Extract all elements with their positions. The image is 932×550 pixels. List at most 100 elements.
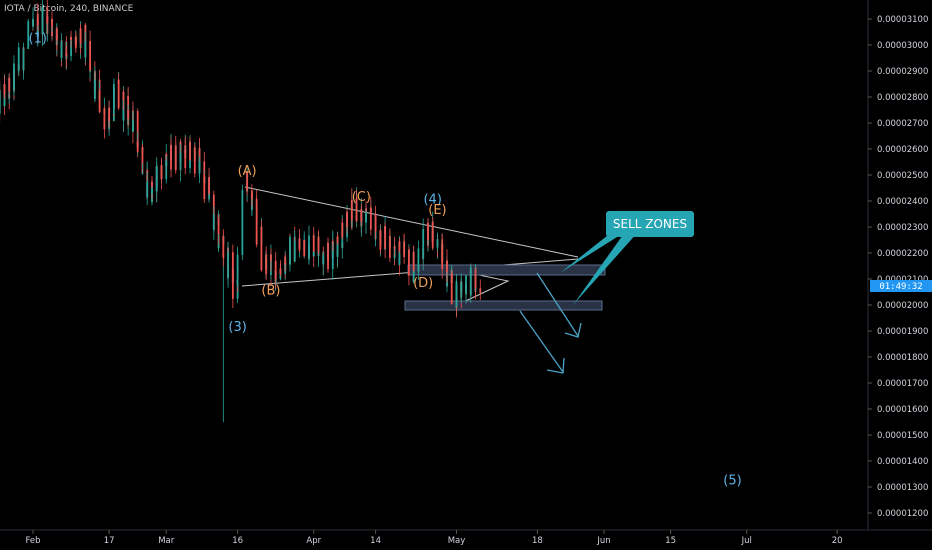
candle-body	[246, 180, 249, 191]
candle-body	[422, 228, 425, 233]
wave-label[interactable]: (E)	[428, 203, 446, 218]
candle-body	[365, 212, 367, 223]
candle-body	[427, 222, 429, 240]
time-tick-label: 17	[104, 536, 115, 546]
sell-zones-callout[interactable]: SELL ZONES	[560, 211, 694, 305]
wave-label[interactable]: (3)	[228, 320, 246, 335]
callout-box	[606, 211, 694, 237]
time-tick-label: 14	[370, 536, 381, 546]
candle-body	[469, 269, 472, 296]
price-tick-label: 0.00002900	[877, 67, 928, 77]
candle-body	[222, 249, 225, 258]
sell-zones	[404, 264, 606, 311]
candles	[0, 0, 482, 422]
candle-body	[165, 160, 168, 167]
candle-body	[341, 224, 344, 238]
wave-label[interactable]: (A)	[238, 164, 257, 179]
candle-body	[422, 232, 425, 259]
candle-body	[231, 268, 234, 299]
candle-body	[198, 161, 201, 170]
candle-body	[469, 267, 472, 270]
candle-body	[122, 97, 125, 101]
candle-body	[479, 288, 482, 293]
wave-label[interactable]: (B)	[261, 284, 280, 299]
price-axis[interactable]: 0.00003100 0.00003000 0.00002900 0.00002800…	[867, 0, 932, 530]
candle-body	[317, 236, 320, 252]
candle-body	[117, 92, 120, 109]
candle-body	[327, 242, 329, 270]
candle-body	[0, 91, 1, 114]
sell-zone-lower[interactable]	[404, 300, 603, 311]
wave-label[interactable]: (C)	[352, 190, 371, 205]
projection-arrows	[519, 272, 582, 374]
price-tick-label: 0.00002000	[877, 301, 928, 311]
candle-body	[189, 141, 191, 160]
wave-label[interactable]: (D)	[413, 276, 433, 291]
time-tick-label: 15	[665, 536, 676, 546]
candle-body	[117, 90, 120, 93]
price-ticks: 0.00003100 0.00003000 0.00002900 0.00002800…	[868, 15, 928, 519]
price-tick-label: 0.00001900	[877, 327, 928, 337]
candle-body	[450, 273, 453, 304]
candle-body	[46, 16, 49, 24]
price-tick-label: 0.00003000	[877, 41, 928, 51]
candle-body	[3, 84, 6, 95]
candle-body	[412, 271, 415, 282]
candle-body	[27, 21, 30, 34]
trendlines	[241, 186, 579, 307]
candle-body	[260, 226, 263, 237]
candle-body	[293, 240, 296, 245]
candle-body	[460, 282, 463, 293]
candle-body	[132, 110, 134, 112]
candle-body	[408, 249, 410, 257]
current-price-tag: 01:49:32	[870, 280, 932, 292]
candle-body	[89, 58, 91, 72]
candle-body	[331, 241, 334, 243]
candle-body	[241, 232, 244, 255]
sell-zone-upper[interactable]	[407, 264, 606, 276]
projection-arrow-2[interactable]	[519, 310, 564, 373]
candle-body	[174, 166, 177, 171]
candle-body	[136, 111, 139, 132]
candle-body	[89, 41, 91, 57]
upper-trendline[interactable]	[244, 186, 579, 258]
projection-arrow-1[interactable]	[536, 272, 579, 337]
wave-label[interactable]: (4)	[423, 193, 441, 208]
candle-body	[184, 149, 187, 169]
candle-body	[89, 70, 91, 72]
candle-body	[174, 145, 177, 167]
candle-body	[217, 244, 220, 248]
candle-body	[255, 200, 258, 226]
candle-body	[455, 281, 458, 307]
candle-body	[274, 270, 277, 279]
candle-body	[112, 83, 115, 109]
candle-body	[384, 226, 387, 249]
candle-body	[431, 221, 434, 248]
candle-body	[312, 252, 315, 257]
candle-body	[155, 166, 158, 192]
candle-body	[41, 7, 44, 35]
wave-label[interactable]: (1)	[29, 31, 47, 46]
price-tick-label: 0.00001600	[877, 405, 928, 415]
candle-body	[141, 147, 144, 169]
candle-body	[32, 18, 34, 20]
candle-body	[60, 41, 63, 58]
candle-body	[436, 239, 439, 246]
candle-body	[141, 172, 144, 174]
candle-body	[236, 254, 239, 258]
price-tick-label: 0.00001400	[877, 457, 928, 467]
candle-body	[303, 240, 306, 244]
candle-body	[284, 256, 287, 265]
candle-body	[151, 187, 153, 194]
candle-body	[93, 79, 96, 99]
time-tick-label: 20	[832, 536, 843, 546]
candle-body	[79, 29, 82, 44]
time-axis[interactable]: Feb 17 Mar 16 Apr 14 May 18 Jun 15 Jul 20	[0, 529, 932, 546]
wave-label[interactable]: (5)	[723, 473, 741, 488]
candle-body	[293, 253, 296, 262]
candle-body	[336, 236, 339, 243]
time-tick-label: 16	[232, 536, 243, 546]
candle-body	[446, 260, 448, 277]
projection-arrow-2-head	[546, 357, 565, 374]
